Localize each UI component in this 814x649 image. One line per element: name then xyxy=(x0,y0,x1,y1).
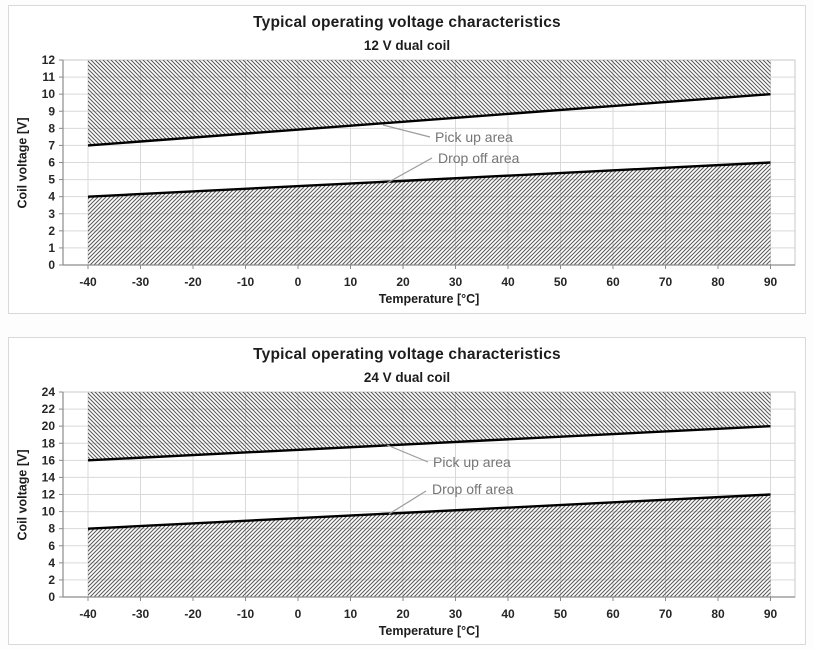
y-tick-label: 24 xyxy=(42,385,56,399)
y-axis-label: Coil voltage [V] xyxy=(15,449,30,541)
x-tick-label: 60 xyxy=(606,607,620,621)
pick-up-area-annotation: Pick up area xyxy=(433,454,511,470)
y-tick-label: 6 xyxy=(48,156,55,170)
drop-off-area-boundary-line xyxy=(87,493,771,530)
chart-title: Typical operating voltage characteristic… xyxy=(253,14,561,31)
x-tick-label: 50 xyxy=(554,275,568,289)
chart-plot-24v: 0 2 4 6 8 10 12 14 16 18 20 22 24 -40 -30 -20 -10 0 10 20 30… xyxy=(9,338,805,644)
x-axis-label: Temperature [°C] xyxy=(378,292,480,306)
y-tick-label: 3 xyxy=(48,207,55,221)
x-tick-label: -40 xyxy=(79,607,97,621)
y-tick-label: 8 xyxy=(48,522,55,536)
chart-panel-24v: 0 2 4 6 8 10 12 14 16 18 20 22 24 -40 -30 -20 -10 0 10 20 30… xyxy=(8,337,806,645)
drop-off-area-leader-line xyxy=(388,490,427,515)
drop-off-area-leader-line xyxy=(386,157,433,184)
pick-up-area-annotation: Pick up area xyxy=(435,129,513,145)
y-tick-label: 16 xyxy=(42,453,56,467)
y-tick-label: 22 xyxy=(42,402,56,416)
y-tick-label: 4 xyxy=(48,556,55,570)
y-tick-label: 6 xyxy=(48,539,55,553)
pick-up-area-region xyxy=(88,392,771,461)
x-tick-label: 10 xyxy=(344,275,358,289)
chart-plot-12v: 0 1 2 3 4 5 6 7 8 9 10 11 12 -40 -30 -20 -10 0 10 20 30 40 50 6… xyxy=(9,6,805,313)
x-tick-label: 80 xyxy=(711,275,725,289)
drop-off-area-boundary-line xyxy=(87,161,771,198)
x-tick-label: 90 xyxy=(764,607,778,621)
x-tick-label: 90 xyxy=(764,275,778,289)
x-tick-label: -40 xyxy=(79,275,97,289)
chart-subtitle: 12 V dual coil xyxy=(363,38,451,53)
x-tick-label: 0 xyxy=(295,607,302,621)
y-tick-label: 18 xyxy=(42,436,56,450)
y-tick-label: 12 xyxy=(42,53,56,67)
y-tick-label: 2 xyxy=(48,573,55,587)
pick-up-area-leader-line xyxy=(382,124,431,138)
x-tick-label: -10 xyxy=(237,607,255,621)
x-tick-label: -20 xyxy=(184,275,202,289)
y-tick-label: 14 xyxy=(42,470,56,484)
pick-up-area-region xyxy=(88,60,771,146)
pick-up-area-boundary-line xyxy=(87,92,771,147)
chart-subtitle: 24 V dual coil xyxy=(363,370,451,385)
y-tick-label: 2 xyxy=(48,224,55,238)
y-tick-label: 9 xyxy=(48,104,55,118)
axes xyxy=(59,391,795,601)
x-tick-label: 0 xyxy=(295,275,302,289)
x-tick-label: 70 xyxy=(659,275,673,289)
chart-panel-12v: 0 1 2 3 4 5 6 7 8 9 10 11 12 -40 -30 -20 -10 0 10 20 30 40 50 6… xyxy=(8,5,806,314)
x-tick-label: -10 xyxy=(237,275,255,289)
x-tick-label: 40 xyxy=(501,607,515,621)
chart-title: Typical operating voltage characteristic… xyxy=(253,346,561,363)
y-tick-label: 0 xyxy=(48,258,55,272)
y-tick-label: 5 xyxy=(48,173,55,187)
y-tick-label: 8 xyxy=(48,121,55,135)
x-tick-label: 20 xyxy=(396,607,410,621)
x-tick-label: -20 xyxy=(184,607,202,621)
x-tick-label: -30 xyxy=(132,275,150,289)
pick-up-area-leader-line xyxy=(386,444,429,463)
drop-off-area-region xyxy=(88,162,771,265)
x-axis-label: Temperature [°C] xyxy=(378,624,480,638)
y-tick-label: 10 xyxy=(42,87,56,101)
x-tick-label: 40 xyxy=(501,275,515,289)
y-tick-label: 11 xyxy=(42,70,55,84)
x-tick-label: 80 xyxy=(711,607,725,621)
y-tick-label: 0 xyxy=(48,590,55,604)
x-tick-label: 30 xyxy=(449,607,463,621)
pick-up-area-boundary-line xyxy=(87,424,771,462)
x-tick-label: 20 xyxy=(396,275,410,289)
y-tick-label: 10 xyxy=(42,505,56,519)
drop-off-area-annotation: Drop off area xyxy=(432,481,514,497)
y-tick-label: 12 xyxy=(42,488,56,502)
y-tick-label: 7 xyxy=(48,138,55,152)
y-tick-label: 20 xyxy=(42,419,56,433)
drop-off-area-annotation: Drop off area xyxy=(438,150,520,166)
x-tick-label: -30 xyxy=(132,607,150,621)
x-tick-label: 60 xyxy=(606,275,620,289)
x-tick-label: 70 xyxy=(659,607,673,621)
y-tick-label: 1 xyxy=(48,241,55,255)
x-tick-label: 10 xyxy=(344,607,358,621)
drop-off-area-region xyxy=(88,494,771,597)
axes xyxy=(59,59,795,269)
x-tick-label: 30 xyxy=(449,275,463,289)
x-tick-label: 50 xyxy=(554,607,568,621)
y-tick-label: 4 xyxy=(48,190,55,204)
y-axis-label: Coil voltage [V] xyxy=(15,117,30,209)
